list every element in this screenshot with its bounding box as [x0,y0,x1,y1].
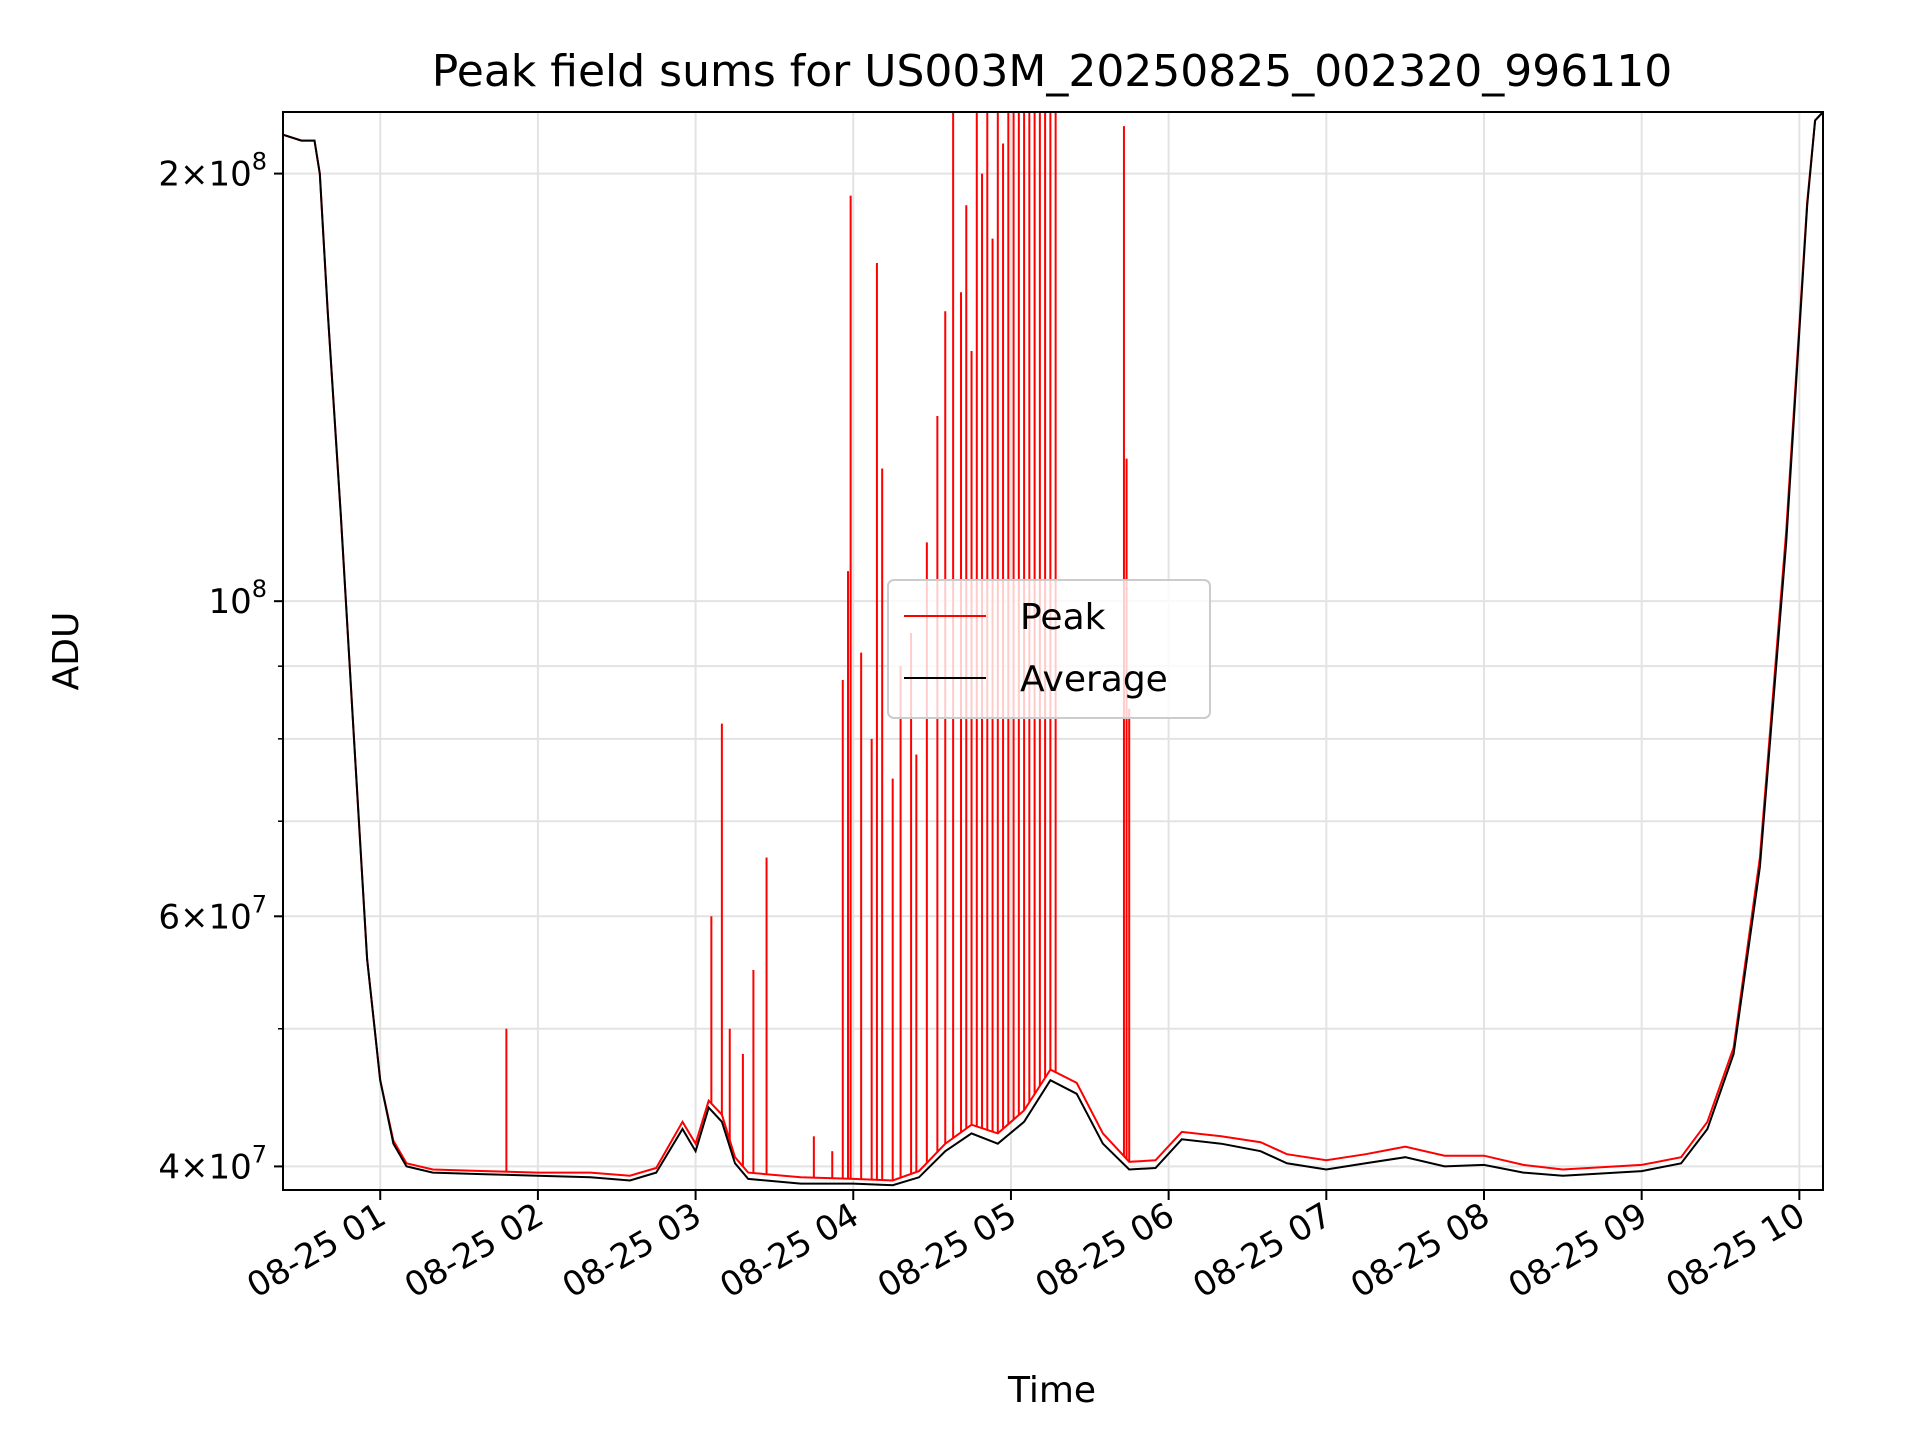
series-average-line [283,112,1823,1187]
chart-title: Peak field sums for US003M_20250825_0023… [432,46,1672,97]
y-tick-base: 2×10 [158,155,251,195]
y-axis-title: ADU [46,612,87,691]
y-tick-base: 10 [208,582,251,622]
y-tick-label: 108 [208,575,267,622]
y-tick-label: 2×108 [158,148,267,195]
y-tick-exponent: 8 [252,148,267,176]
series-peak-line [283,112,1823,1182]
legend-label-peak: Peak [1020,597,1106,638]
y-tick-exponent: 7 [252,1140,267,1168]
x-axis-title: Time [1007,1370,1096,1411]
legend-label-average: Average [1020,659,1168,700]
legend: Peak Average [887,579,1211,719]
plot-frame [282,111,1824,1191]
y-tick-label: 4×107 [158,1140,267,1187]
legend-box [887,579,1211,719]
y-tick-base: 6×10 [158,897,251,937]
y-tick-base: 4×10 [158,1147,251,1187]
y-tick-exponent: 7 [252,890,267,918]
y-tick-exponent: 8 [252,575,267,603]
y-tick-label: 6×107 [158,890,267,937]
